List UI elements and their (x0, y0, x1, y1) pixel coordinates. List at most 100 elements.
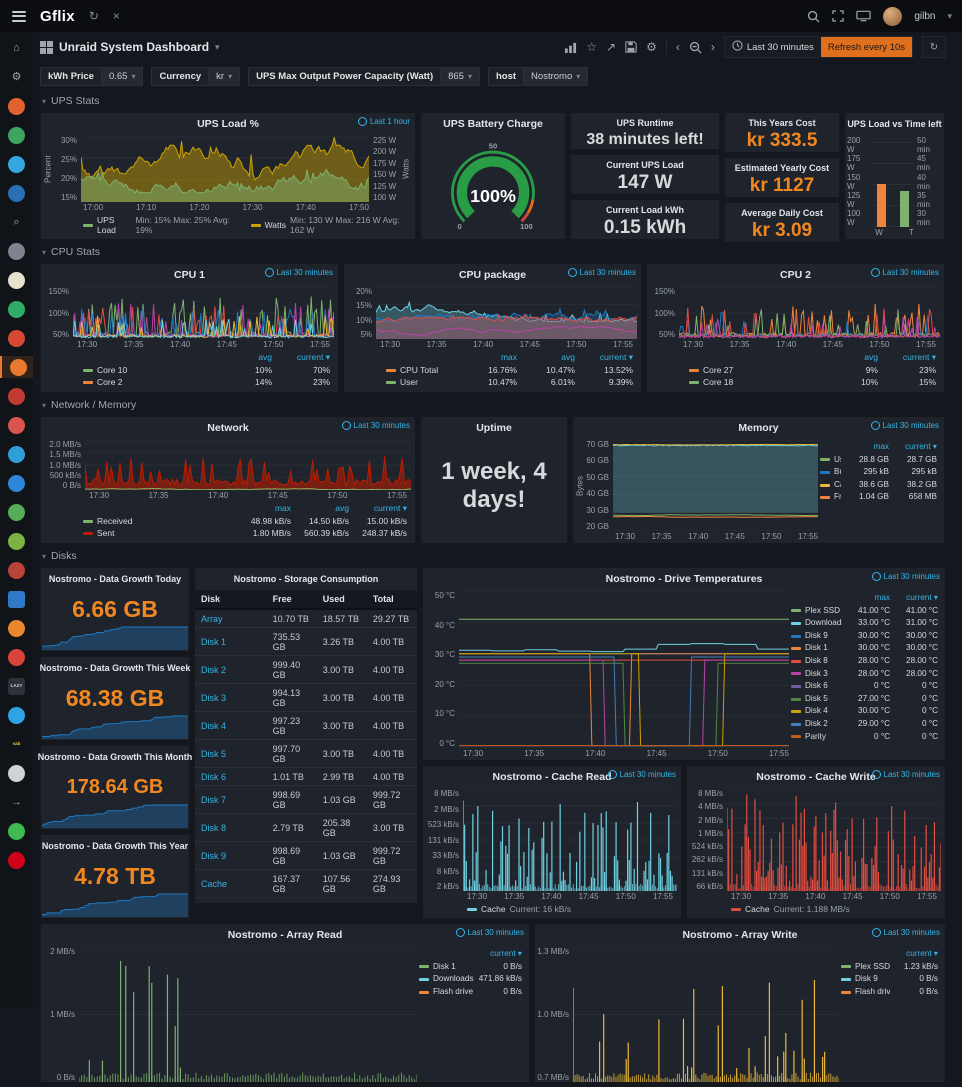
disk-name[interactable]: Disk 1 (195, 627, 267, 656)
cache-read-chart[interactable] (463, 789, 677, 891)
legend-column[interactable]: current ▾ (902, 352, 936, 363)
disk-name[interactable]: Disk 3 (195, 683, 267, 712)
app-green-icon[interactable] (0, 124, 33, 146)
legend-item[interactable]: Sent 1.80 MB/s 560.39 kB/s 248.37 kB/s (83, 527, 407, 540)
column-header[interactable]: Total (366, 590, 417, 610)
panel-time-range[interactable]: Last 30 minutes (607, 770, 676, 779)
legend-item[interactable]: Downloads 33.00 °C 31.00 °C (791, 617, 938, 630)
app-gray-icon[interactable] (0, 240, 33, 262)
legend-item[interactable]: Disk 8 28.00 °C 28.00 °C (791, 655, 938, 668)
add-panel-icon[interactable] (564, 41, 577, 54)
legend-column[interactable]: current ▾ (906, 593, 938, 602)
app-blue-icon[interactable] (0, 182, 33, 204)
save-icon[interactable] (625, 41, 637, 53)
variable-value[interactable]: kr ▾ (209, 66, 241, 86)
column-header[interactable]: Free (266, 590, 317, 610)
disk-name[interactable]: Array (195, 609, 267, 628)
array-write-chart[interactable] (573, 947, 839, 1082)
disk-name[interactable]: Disk 4 (195, 711, 267, 740)
legend-column[interactable]: current ▾ (373, 503, 407, 514)
legend-item[interactable]: Disk 2 29.00 °C 0 °C (791, 718, 938, 731)
avatar[interactable] (883, 6, 903, 26)
legend-item[interactable]: Plex SSD 1.23 kB/s (841, 961, 938, 974)
ups-bars-chart[interactable] (873, 136, 913, 227)
column-header[interactable]: Disk (195, 590, 267, 610)
search-icon[interactable] (807, 10, 820, 23)
panel-title[interactable]: UPS Battery Charge (443, 118, 543, 130)
panel-time-range[interactable]: Last 30 minutes (871, 928, 940, 937)
panel-title[interactable]: Nostromo - Data Growth This Month (37, 752, 193, 762)
legend-item[interactable]: Core 27 9% 23% (689, 364, 936, 377)
legend-item[interactable]: Cache Current: 16 kB/s (467, 904, 571, 914)
variable-value[interactable]: 0.65 ▾ (101, 66, 144, 86)
panel-title[interactable]: Nostromo - Storage Consumption (233, 574, 379, 584)
legend-column[interactable]: avg (258, 352, 272, 363)
legend-column[interactable]: current ▾ (490, 949, 522, 958)
search-icon[interactable]: ⌕ (0, 211, 33, 233)
app-red-icon[interactable] (0, 414, 33, 436)
disk-name[interactable]: Disk 5 (195, 739, 267, 768)
legend-item[interactable]: Disk 9 30.00 °C 30.00 °C (791, 630, 938, 643)
legend-item[interactable]: UPS Load Min: 15% Max: 25% Avg: 19% (83, 215, 237, 235)
panel-title[interactable]: UPS Load % (197, 118, 259, 130)
panel-title[interactable]: Nostromo - Array Write (682, 929, 798, 941)
app-cyan-icon[interactable] (0, 443, 33, 465)
zoom-out-icon[interactable] (689, 41, 702, 54)
legend-item[interactable]: Received 48.98 kB/s 14.50 kB/s 15.00 kB/s (83, 515, 407, 528)
legend-item[interactable]: Disk 1 30.00 °C 30.00 °C (791, 642, 938, 655)
panel-title[interactable]: Current UPS Load (606, 160, 684, 170)
share-icon[interactable]: ↗ (606, 40, 617, 54)
row-header-disks[interactable]: ▾ Disks (42, 548, 946, 564)
legend-item[interactable]: Disk 4 30.00 °C 0 °C (791, 705, 938, 718)
variable-0[interactable]: kWh Price 0.65 ▾ (40, 66, 144, 86)
legend-item[interactable]: Parity 0 °C 0 °C (791, 731, 938, 744)
disk-name[interactable]: Disk 6 (195, 767, 267, 786)
legend-column[interactable]: avg (335, 503, 349, 514)
drive-temps-chart[interactable] (459, 591, 789, 748)
legend-item[interactable]: Downloads 471.86 kB/s (419, 973, 522, 986)
panel-title[interactable]: Current Load kWh (606, 205, 684, 215)
legend-item[interactable]: User 10.47% 6.01% 9.39% (386, 376, 633, 389)
panel-title[interactable]: Nostromo - Array Read (227, 929, 343, 941)
panel-time-range[interactable]: Last 30 minutes (341, 421, 410, 430)
legend-item[interactable]: Watts Min: 130 W Max: 216 W Avg: 162 W (250, 215, 409, 235)
legend-item[interactable]: Core 2 14% 23% (83, 376, 330, 389)
bar-t[interactable] (900, 190, 909, 227)
panel-title[interactable]: Nostromo - Data Growth Today (48, 574, 182, 584)
time-picker[interactable]: Last 30 minutes Refresh every 10s (723, 36, 913, 58)
app-orange-diamond-icon[interactable] (0, 617, 33, 639)
legend-column[interactable]: max (873, 442, 889, 451)
legend-item[interactable]: Core 18 10% 15% (689, 376, 936, 389)
chevron-right-icon[interactable]: › (710, 40, 715, 54)
panel-time-range[interactable]: Last 30 minutes (870, 421, 939, 430)
username[interactable]: gilbn (914, 10, 936, 22)
disk-name[interactable]: Downloads (195, 897, 267, 903)
panel-title[interactable]: Nostromo - Data Growth This Week (39, 663, 191, 673)
panel-time-range[interactable]: Last 30 minutes (567, 268, 636, 277)
panel-title[interactable]: Nostromo - Cache Read (492, 771, 612, 783)
app-red-arrow-icon[interactable] (0, 646, 33, 668)
app-green-burger-icon[interactable] (0, 530, 33, 552)
app-github-icon[interactable] (0, 820, 33, 842)
panel-title[interactable]: Estimated Yearly Cost (734, 163, 830, 173)
panel-title[interactable]: UPS Runtime (616, 118, 674, 128)
app-sab-icon[interactable]: sab (0, 733, 33, 755)
app-redorange-icon[interactable] (0, 327, 33, 349)
app-stripes-icon[interactable] (0, 559, 33, 581)
refresh-dashboard-icon[interactable]: ↻ (922, 36, 946, 58)
app-red-shield-icon[interactable] (0, 385, 33, 407)
menu-icon[interactable] (10, 6, 28, 26)
legend-item[interactable]: Disk 5 27.00 °C 0 °C (791, 693, 938, 706)
close-icon[interactable]: × (112, 9, 120, 23)
legend-column[interactable]: current ▾ (906, 949, 938, 958)
variable-value[interactable]: 865 ▾ (441, 66, 480, 86)
app-cream-icon[interactable] (0, 269, 33, 291)
cpu2-chart[interactable] (679, 287, 940, 339)
panel-time-range[interactable]: Last 30 minutes (871, 770, 940, 779)
